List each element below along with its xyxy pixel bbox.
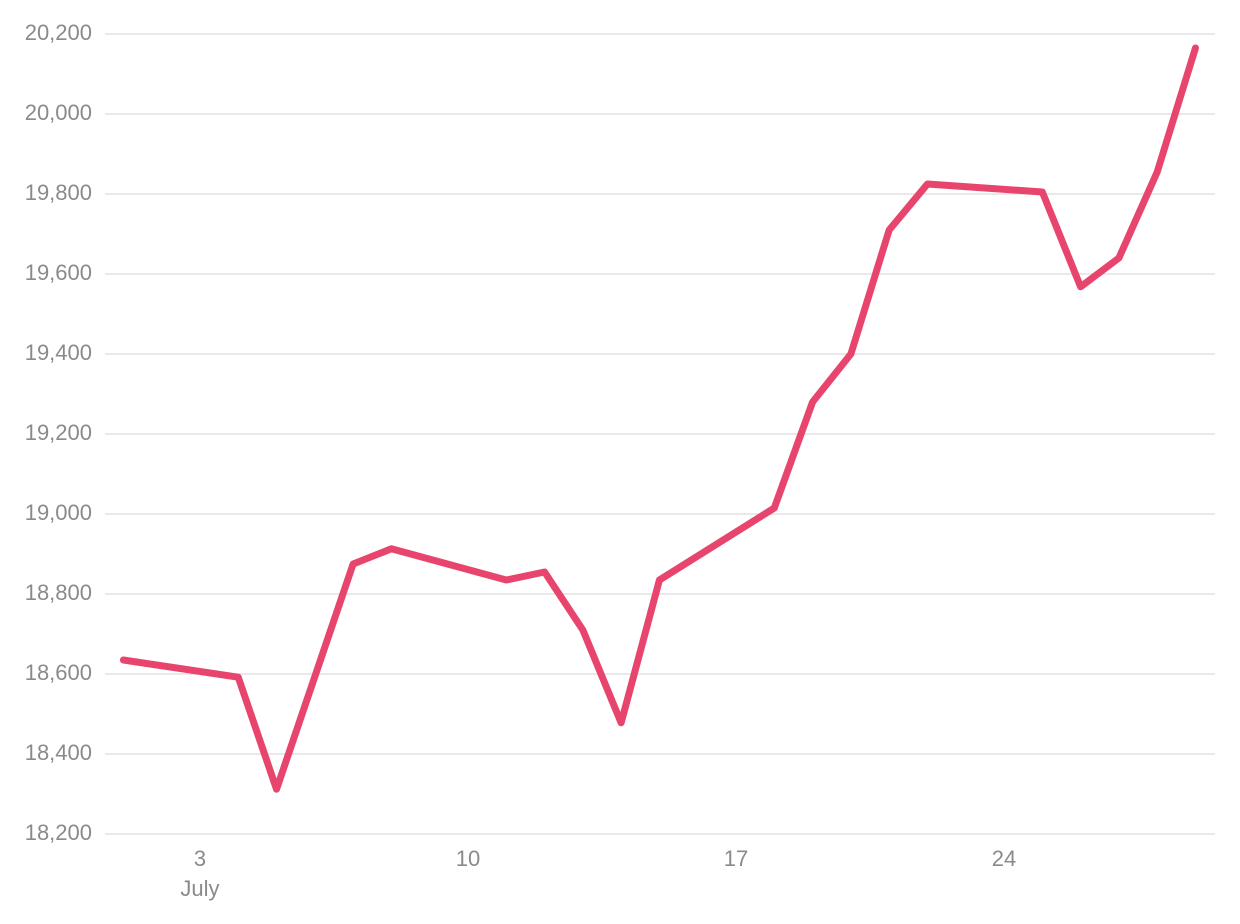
y-tick-label: 19,200 — [25, 420, 92, 445]
y-tick-label: 20,000 — [25, 100, 92, 125]
x-tick-label: 24 — [992, 846, 1016, 871]
y-tick-label: 20,200 — [25, 20, 92, 45]
y-tick-label: 18,800 — [25, 580, 92, 605]
x-tick-label: 17 — [724, 846, 748, 871]
y-tick-label: 18,200 — [25, 820, 92, 845]
data-line — [119, 44, 1199, 793]
x-tick-label: 3 — [194, 846, 206, 871]
x-tick-label: 10 — [456, 846, 480, 871]
y-tick-label: 19,600 — [25, 260, 92, 285]
y-tick-label: 19,800 — [25, 180, 92, 205]
y-tick-label: 19,400 — [25, 340, 92, 365]
y-tick-label: 18,400 — [25, 740, 92, 765]
y-tick-label: 18,600 — [25, 660, 92, 685]
y-tick-label: 19,000 — [25, 500, 92, 525]
x-month-label: July — [180, 876, 219, 901]
